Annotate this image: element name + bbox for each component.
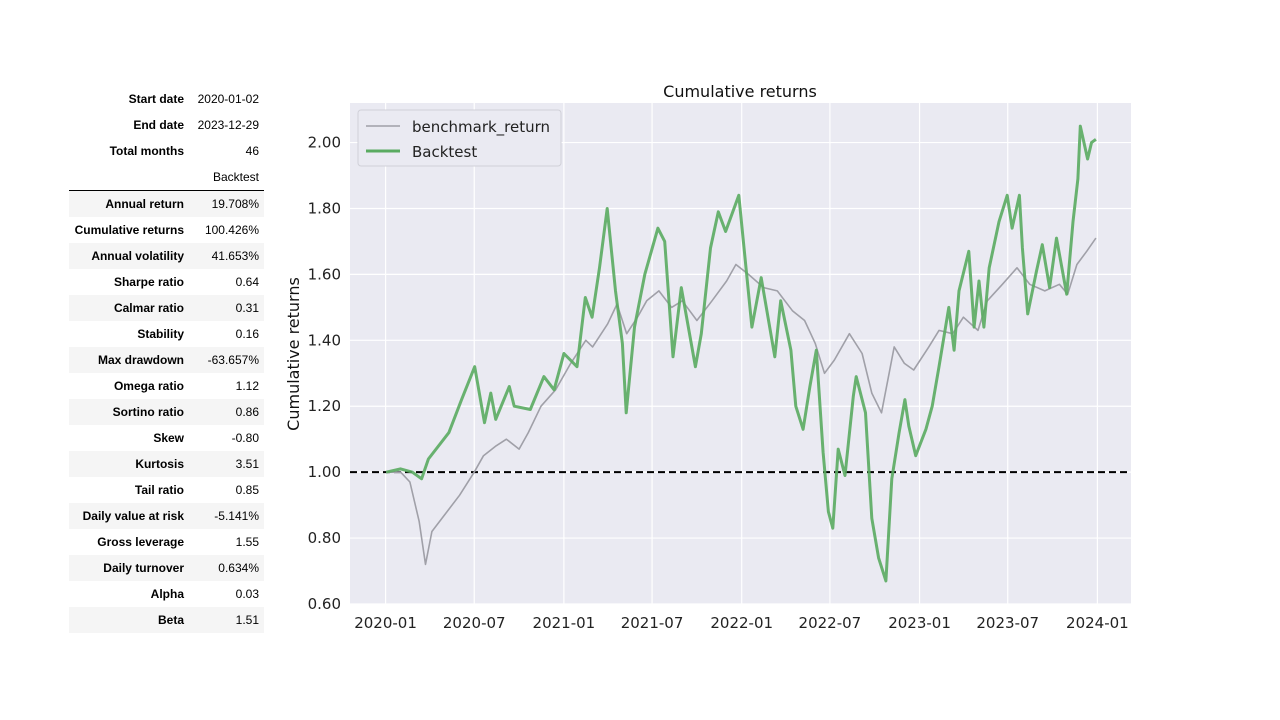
y-tick-label: 1.40 [308, 331, 341, 349]
x-tick-label: 2022-07 [799, 614, 862, 632]
metric-row: Stability 0.16 [69, 321, 264, 347]
x-tick-label: 2023-01 [888, 614, 951, 632]
x-tick-label: 2021-07 [621, 614, 684, 632]
metric-label: Beta [69, 607, 189, 633]
legend-label: benchmark_return [412, 118, 550, 137]
metric-label: Max drawdown [69, 347, 189, 373]
summary-row: Total months 46 [69, 138, 264, 164]
metric-label: Tail ratio [134, 483, 184, 497]
metric-value: 0.64 [235, 275, 259, 289]
metric-label: Cumulative returns [74, 223, 184, 237]
metric-label: Daily value at risk [69, 503, 189, 529]
x-tick-label: 2023-07 [976, 614, 1039, 632]
metric-row: Cumulative returns 100.426% [69, 217, 264, 243]
metric-row: Tail ratio 0.85 [69, 477, 264, 503]
metric-row: Calmar ratio 0.31 [69, 295, 264, 321]
metric-label: Kurtosis [69, 451, 189, 477]
metric-label: Skew [153, 431, 184, 445]
summary-row: Start date 2020-01-02 [69, 86, 264, 112]
metric-value: 0.85 [235, 483, 259, 497]
metric-label: Annual return [69, 190, 189, 217]
metric-row: Annual return 19.708% [69, 190, 264, 217]
metric-row: Beta 1.51 [69, 607, 264, 633]
y-tick-label: 1.60 [308, 265, 341, 283]
metric-label: Stability [137, 327, 184, 341]
metric-label: Daily turnover [69, 555, 189, 581]
y-tick-label: 2.00 [308, 134, 341, 152]
chart-title: Cumulative returns [663, 82, 817, 101]
metric-label: Gross leverage [97, 535, 184, 549]
x-tick-label: 2020-01 [354, 614, 417, 632]
metric-label: Omega ratio [113, 379, 184, 393]
legend: benchmark_return Backtest [357, 109, 562, 167]
metric-row: Gross leverage 1.55 [69, 529, 264, 555]
metrics-header-row: Backtest [69, 164, 264, 191]
metric-value: 46 [245, 144, 259, 158]
metric-row: Skew -0.80 [69, 425, 264, 451]
y-tick-label: 0.60 [308, 595, 341, 613]
metric-value: 3.51 [189, 451, 264, 477]
series-line-backtest [385, 124, 1097, 583]
metric-row: Sharpe ratio 0.64 [69, 269, 264, 295]
metric-row: Kurtosis 3.51 [69, 451, 264, 477]
metric-label: Sharpe ratio [113, 275, 184, 289]
metric-value: 2020-01-02 [197, 92, 259, 106]
metric-value: 0.16 [235, 327, 259, 341]
x-tick-label: 2022-01 [710, 614, 773, 632]
metric-value: Backtest [189, 164, 264, 191]
metric-label: Annual volatility [69, 243, 189, 269]
plot-area [350, 103, 1131, 604]
metric-value: 41.653% [189, 243, 264, 269]
metric-label: Start date [128, 92, 184, 106]
series-line-benchmark-return [386, 237, 1097, 566]
x-tick-label: 2024-01 [1066, 614, 1129, 632]
x-tick-label: 2020-07 [443, 614, 506, 632]
metric-row: Sortino ratio 0.86 [69, 399, 264, 425]
metric-value: 100.426% [204, 223, 259, 237]
metric-value: 1.12 [235, 379, 259, 393]
y-axis-label: Cumulative returns [284, 277, 303, 431]
metric-value: 0.86 [189, 399, 264, 425]
metric-row: Max drawdown -63.657% [69, 347, 264, 373]
y-tick-label: 1.80 [308, 199, 341, 217]
summary-row: End date 2023-12-29 [69, 112, 264, 138]
metric-value: -0.80 [231, 431, 259, 445]
metric-value: 19.708% [189, 190, 264, 217]
metric-value: 0.31 [189, 295, 264, 321]
legend-label: Backtest [412, 143, 477, 161]
metric-label: Calmar ratio [69, 295, 189, 321]
metric-label [69, 164, 189, 191]
y-tick-label: 1.00 [308, 463, 341, 481]
metric-value: 0.03 [235, 587, 259, 601]
performance-stats-table: Start date 2020-01-02 End date 2023-12-29 To… [69, 86, 264, 633]
y-tick-label: 1.20 [308, 397, 341, 415]
metric-value: -5.141% [189, 503, 264, 529]
metric-value: 1.55 [235, 535, 259, 549]
y-tick-label: 0.80 [308, 529, 341, 547]
x-tick-label: 2021-01 [533, 614, 596, 632]
metric-value: -63.657% [189, 347, 264, 373]
metric-row: Daily value at risk -5.141% [69, 503, 264, 529]
metric-label: Total months [109, 144, 184, 158]
metric-label: End date [133, 118, 184, 132]
metric-value: 0.634% [189, 555, 264, 581]
metric-value: 2023-12-29 [197, 118, 259, 132]
metric-value: 1.51 [189, 607, 264, 633]
metric-row: Annual volatility 41.653% [69, 243, 264, 269]
metric-row: Omega ratio 1.12 [69, 373, 264, 399]
metric-row: Daily turnover 0.634% [69, 555, 264, 581]
metric-label: Sortino ratio [69, 399, 189, 425]
metric-row: Alpha 0.03 [69, 581, 264, 607]
metric-label: Alpha [150, 587, 184, 601]
